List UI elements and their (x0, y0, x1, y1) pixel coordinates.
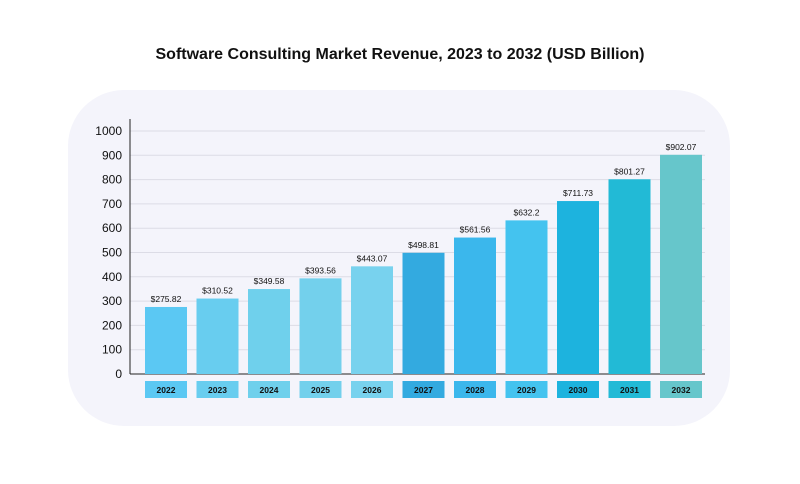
data-label-2030: $711.73 (563, 188, 593, 198)
y-tick-label: 500 (102, 246, 122, 260)
data-label-2028: $561.56 (460, 225, 491, 235)
data-label-2025: $393.56 (305, 265, 336, 275)
category-box-2022 (145, 381, 187, 398)
category-label-2026: 2026 (363, 385, 382, 395)
category-box-2028 (454, 381, 496, 398)
data-label-2023: $310.52 (202, 286, 233, 296)
bar-2031 (608, 179, 651, 374)
y-tick-label: 0 (115, 367, 122, 381)
category-label-2029: 2029 (517, 385, 536, 395)
bar-2027 (402, 252, 445, 374)
category-label-2025: 2025 (311, 385, 330, 395)
data-label-2027: $498.81 (408, 240, 439, 250)
category-box-2032 (660, 381, 702, 398)
category-box-2025 (299, 381, 342, 398)
y-tick-label: 400 (102, 270, 122, 284)
data-label-2032: $902.07 (666, 142, 697, 152)
category-label-2030: 2030 (569, 385, 588, 395)
data-labels: $275.82 $310.52 $349.58 $393.56 $443.07 $498.… (151, 142, 697, 304)
category-label-2022: 2022 (157, 385, 176, 395)
category-label-2031: 2031 (620, 385, 639, 395)
bar-2025 (299, 278, 342, 374)
bar-2032 (660, 154, 702, 374)
y-tick-label: 300 (102, 294, 122, 308)
category-label-2023: 2023 (208, 385, 227, 395)
category-box-2026 (351, 381, 393, 398)
bar-2024 (248, 289, 290, 374)
y-tick-label: 900 (102, 148, 122, 162)
category-label-2024: 2024 (260, 385, 279, 395)
y-tick-label: 200 (102, 318, 122, 332)
y-tick-label: 100 (102, 343, 122, 357)
y-tick-label: 800 (102, 173, 122, 187)
data-label-2029: $632.2 (514, 207, 540, 217)
bar-2030 (557, 201, 599, 374)
category-box-2030 (557, 381, 599, 398)
bars (145, 154, 702, 374)
category-label-2027: 2027 (414, 385, 433, 395)
category-box-2024 (248, 381, 290, 398)
y-tick-label: 600 (102, 221, 122, 235)
bar-2028 (454, 237, 496, 374)
category-box-2031 (608, 381, 651, 398)
category-box-2023 (196, 381, 239, 398)
chart-title: Software Consulting Market Revenue, 2023… (155, 46, 645, 63)
bar-2029 (505, 220, 548, 374)
x-axis-categories: 2022 2023 2024 2025 2026 2027 2028 2029 2030 2031… (145, 381, 702, 398)
bar-2026 (351, 266, 393, 374)
category-box-2029 (505, 381, 548, 398)
data-label-2022: $275.82 (151, 294, 182, 304)
data-label-2031: $801.27 (614, 166, 645, 176)
data-label-2024: $349.58 (254, 276, 285, 286)
data-label-2026: $443.07 (357, 253, 388, 263)
bar-2023 (196, 298, 239, 374)
category-label-2032: 2032 (672, 385, 691, 395)
category-label-2028: 2028 (466, 385, 485, 395)
category-box-2027 (402, 381, 445, 398)
y-tick-label: 700 (102, 197, 122, 211)
bar-2022 (145, 306, 187, 374)
y-tick-label: 1000 (95, 124, 122, 138)
